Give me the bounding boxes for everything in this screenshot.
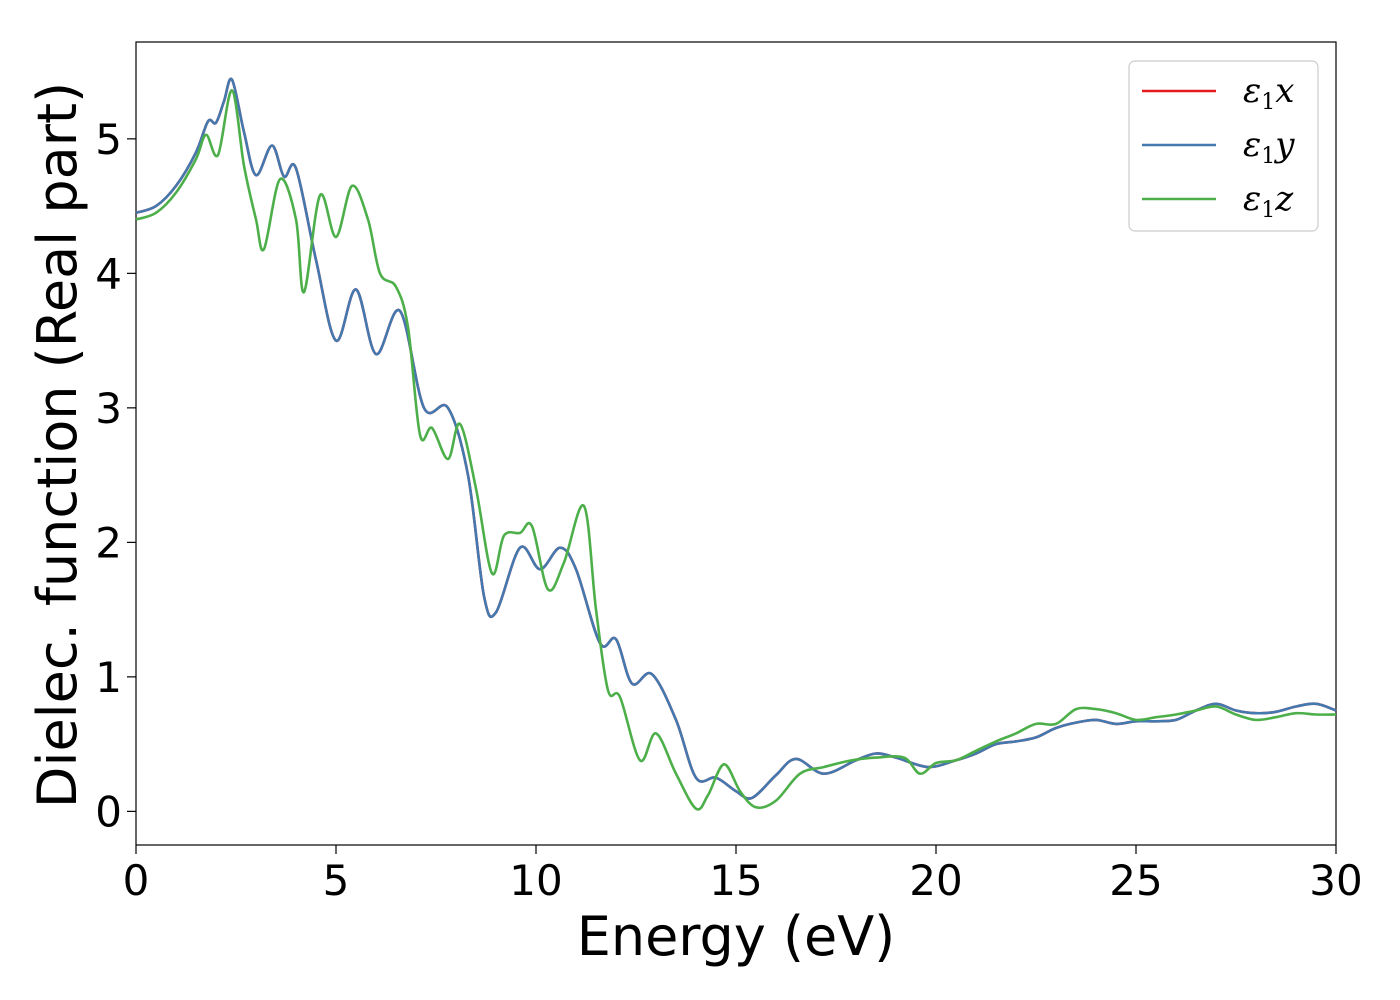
x-tick-label: 10: [509, 856, 562, 905]
y-axis-label: Dielec. function (Real part): [26, 82, 89, 808]
x-tick-label: 25: [1109, 856, 1162, 905]
legend-label: ε1z: [1243, 179, 1294, 223]
legend-label: ε1y: [1243, 125, 1295, 169]
y-tick-label: 3: [95, 384, 122, 433]
series-layer: [135, 77, 1337, 811]
x-tick-label: 5: [323, 856, 350, 905]
x-tick-label: 20: [909, 856, 962, 905]
x-tick-label: 0: [123, 856, 150, 905]
y-tick-label: 5: [95, 115, 122, 164]
legend: ε1x ε1y ε1z: [1128, 60, 1319, 232]
y-tick-label: 4: [95, 249, 122, 298]
x-ticks: 0 5 10 15 20 25 30: [123, 845, 1363, 905]
y-tick-label: 1: [95, 653, 122, 702]
legend-box: [1128, 60, 1319, 232]
legend-label: ε1x: [1243, 71, 1294, 115]
y-tick-label: 0: [95, 787, 122, 836]
x-tick-label: 15: [709, 856, 762, 905]
x-tick-label: 30: [1309, 856, 1362, 905]
series-line-2: [135, 77, 1337, 800]
series-line-3: [135, 89, 1337, 811]
x-axis-label: Energy (eV): [577, 905, 896, 968]
y-tick-label: 2: [95, 518, 122, 567]
legend-items: ε1x ε1y ε1z: [1142, 71, 1295, 223]
y-ticks: 0 1 2 3 4 5: [95, 115, 136, 836]
